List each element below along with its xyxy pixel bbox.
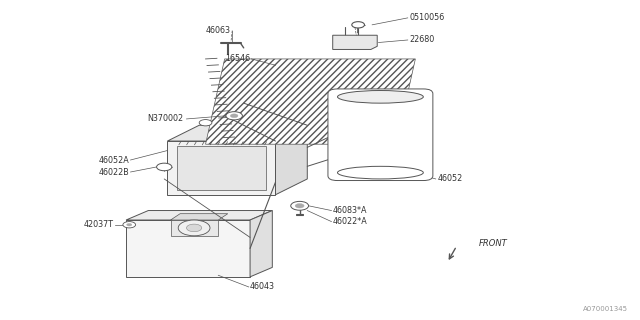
Text: 46043: 46043 [250,283,275,292]
Circle shape [226,112,243,120]
Text: 46063: 46063 [206,26,231,35]
Polygon shape [177,146,266,190]
Circle shape [178,220,210,236]
Circle shape [123,221,136,228]
Polygon shape [168,141,275,195]
Polygon shape [250,211,272,277]
Circle shape [127,223,132,226]
Circle shape [186,224,202,232]
Polygon shape [333,35,377,50]
Text: 42037T: 42037T [83,220,113,229]
Text: FRONT: FRONT [479,239,508,248]
Polygon shape [171,220,218,236]
Circle shape [230,114,238,118]
Text: 46022B: 46022B [99,167,129,177]
Ellipse shape [337,166,423,179]
Text: 46022*A: 46022*A [333,217,367,226]
Polygon shape [126,220,250,277]
Polygon shape [171,214,228,220]
Text: N370002: N370002 [147,115,183,124]
Circle shape [157,163,172,171]
Polygon shape [205,59,415,144]
Circle shape [352,22,365,28]
Text: 46052: 46052 [438,174,463,183]
Text: A070001345: A070001345 [584,306,628,312]
Text: 46083*A: 46083*A [333,206,367,215]
Circle shape [199,120,212,126]
Text: 22680: 22680 [409,36,435,44]
Text: 16546: 16546 [225,54,250,63]
Ellipse shape [337,91,423,103]
Text: 46052A: 46052A [99,156,129,164]
Polygon shape [126,211,272,220]
Polygon shape [275,125,307,195]
Circle shape [291,201,308,210]
Polygon shape [168,125,307,141]
FancyBboxPatch shape [328,89,433,180]
Circle shape [295,204,304,208]
Text: 0510056: 0510056 [409,13,444,22]
